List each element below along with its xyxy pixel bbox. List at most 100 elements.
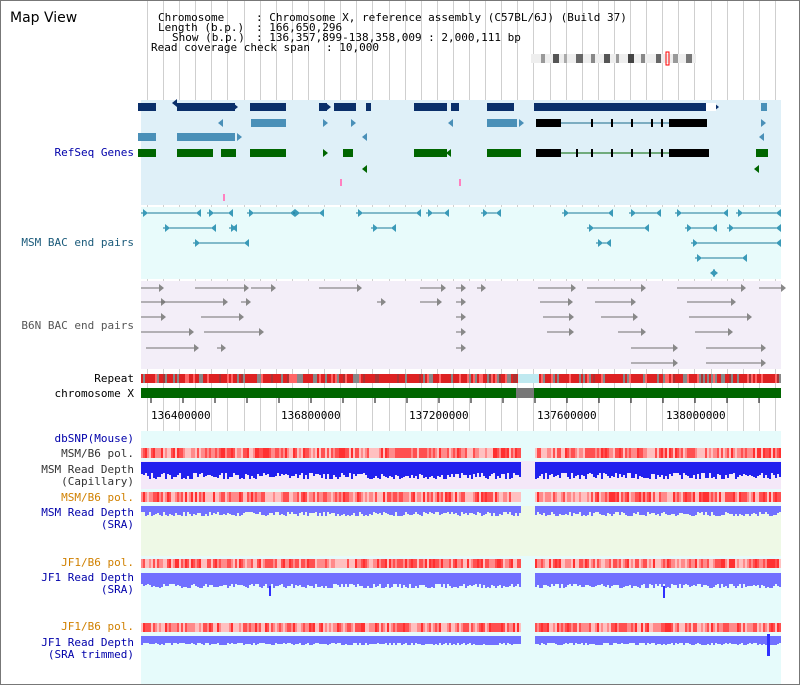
read-depth (247, 462, 249, 475)
read-depth (559, 506, 561, 514)
repeat-element (279, 374, 281, 383)
repeat-element (387, 374, 389, 383)
snp-density (515, 448, 517, 458)
read-depth (147, 573, 149, 584)
read-depth (629, 462, 631, 473)
snp-density (421, 448, 423, 458)
snp-density (575, 492, 577, 502)
bac-end (644, 224, 649, 232)
read-depth (699, 636, 701, 644)
read-depth (275, 636, 277, 643)
read-depth (183, 506, 185, 512)
snp-density (259, 623, 261, 632)
track-label-b6n-bac[interactable]: B6N BAC end pairs (21, 319, 134, 332)
snp-density (323, 448, 325, 458)
read-depth (483, 573, 485, 585)
repeat-element (351, 374, 353, 383)
snp-density (595, 559, 597, 568)
bac-end (271, 284, 276, 292)
snp-density (295, 559, 297, 568)
read-depth (357, 573, 359, 584)
read-depth (683, 636, 685, 645)
track-label-dbsnp[interactable]: dbSNP(Mouse) (54, 432, 134, 445)
read-depth (563, 506, 565, 515)
read-depth (539, 573, 541, 588)
bac-end (568, 298, 573, 306)
snp-density (429, 623, 431, 632)
read-depth (349, 573, 351, 584)
read-depth (349, 636, 351, 645)
snp-density (773, 448, 775, 458)
snp-density (743, 492, 745, 502)
read-depth (317, 573, 319, 587)
read-depth (241, 462, 243, 478)
snp-density (367, 559, 369, 568)
snp-density (293, 623, 295, 632)
snp-density (427, 448, 429, 458)
repeat-element (173, 374, 175, 383)
read-depth (587, 506, 589, 515)
read-depth (663, 573, 665, 584)
snp-density (171, 559, 173, 568)
snp-density (631, 492, 633, 502)
read-depth (611, 462, 613, 476)
snp-density (231, 492, 233, 502)
snp-density (183, 623, 185, 632)
snp-density (423, 448, 425, 458)
snp-density (401, 623, 403, 632)
snp-density (415, 623, 417, 632)
repeat-element (333, 374, 335, 383)
read-depth (339, 573, 341, 587)
snp-density (431, 492, 433, 502)
repeat-element (581, 374, 583, 383)
track-label-msm-bac[interactable]: MSM BAC end pairs (21, 236, 134, 249)
track-label-refseq[interactable]: RefSeq Genes (54, 146, 134, 159)
snp-density (405, 448, 407, 458)
snp-density (241, 623, 243, 632)
read-depth (635, 636, 637, 645)
read-depth (151, 506, 153, 516)
snp-density (165, 623, 167, 632)
snp-density (331, 559, 333, 568)
snp-density (751, 492, 753, 502)
read-depth (737, 573, 739, 586)
snp-density (303, 559, 305, 568)
snp-density (679, 559, 681, 568)
read-depth (627, 573, 629, 586)
read-depth (233, 573, 235, 587)
snp-density (675, 492, 677, 502)
snp-density (293, 448, 295, 458)
read-depth (165, 573, 167, 586)
read-depth (213, 506, 215, 513)
repeat-element (741, 374, 743, 383)
snp-density (455, 492, 457, 502)
read-depth (499, 636, 501, 643)
read-depth (707, 573, 709, 586)
read-depth (215, 573, 217, 587)
snp-density (391, 492, 393, 502)
read-depth (579, 506, 581, 512)
show-value: : 136,357,899-138,358,009 : 2,000,111 bp (256, 31, 521, 44)
snp-density (477, 492, 479, 502)
read-depth (595, 506, 597, 512)
bac-end (461, 344, 466, 352)
read-depth (285, 636, 287, 644)
read-depth (149, 506, 151, 512)
snp-density (659, 492, 661, 502)
read-depth (481, 462, 483, 473)
read-depth (731, 506, 733, 514)
snp-density (699, 492, 701, 502)
read-depth (761, 573, 763, 585)
snp-density (471, 559, 473, 568)
read-depth (567, 506, 569, 515)
snp-density (413, 448, 415, 458)
snp-density (507, 559, 509, 568)
read-depth (729, 462, 731, 474)
repeat-element (777, 374, 779, 383)
read-depth (223, 636, 225, 645)
snp-density (299, 492, 301, 502)
snp-density (775, 448, 777, 458)
snp-density (203, 623, 205, 632)
read-depth (565, 636, 567, 643)
